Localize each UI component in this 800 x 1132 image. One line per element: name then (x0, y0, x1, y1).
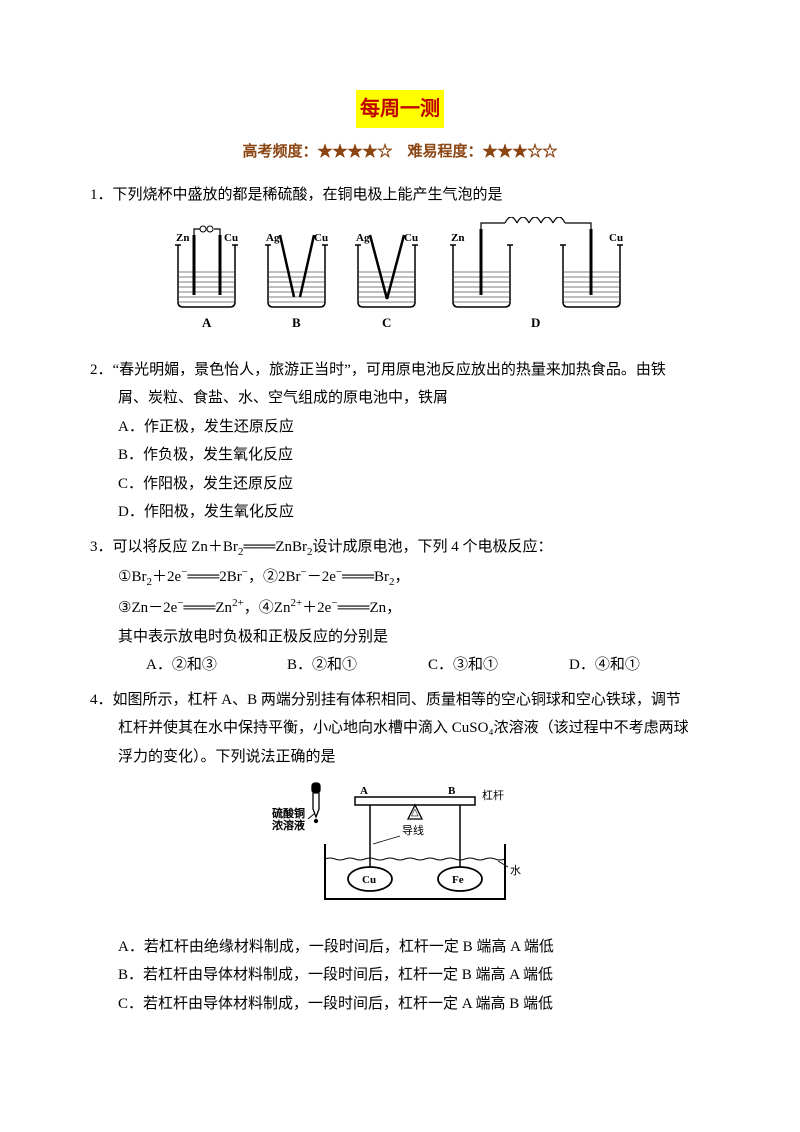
q3-f2: Zn (215, 600, 232, 616)
q2-l1: 2．“春光明媚，景色怡人，旅游正当时”，可用原电池反应放出的热量来加热食品。由铁 (90, 356, 710, 385)
q3-opt-b: B．②和① (287, 651, 428, 680)
question-1: 1．下列烧杯中盛放的都是稀硫酸，在铜电极上能产生气泡的是 (90, 181, 710, 348)
q3-opt-c: C．③和① (428, 651, 569, 680)
q3-e6: Br (374, 569, 389, 585)
q3-opt-d: D．④和① (569, 651, 710, 680)
q2-l2: 屑、炭粒、食盐、水、空气组成的原电池中，铁屑 (90, 384, 710, 413)
lever-icon: 硫酸铜 浓溶液 A B 杠杆 △ 导线 水 (270, 779, 530, 914)
q3-e3: 2Br (219, 569, 242, 585)
q1-text: 1．下列烧杯中盛放的都是稀硫酸，在铜电极上能产生气泡的是 (90, 181, 710, 210)
q4-l1: 4．如图所示，杠杆 A、B 两端分别挂有体积相同、质量相等的空心铜球和空心铁球，… (90, 686, 710, 715)
q1-body: 下列烧杯中盛放的都是稀硫酸，在铜电极上能产生气泡的是 (113, 187, 503, 203)
svg-text:水: 水 (510, 864, 521, 877)
q2-num: 2． (90, 362, 113, 378)
q4-opt-c: C．若杠杆由导体材料制成，一段时间后，杠杆一定 A 端高 B 端低 (90, 990, 710, 1019)
subtitle-p1: 高考频度： (242, 144, 317, 160)
subtitle: 高考频度：★★★★☆ 难易程度：★★★☆☆ (90, 138, 710, 167)
page: 每周一测 高考频度：★★★★☆ 难易程度：★★★☆☆ 1．下列烧杯中盛放的都是稀… (0, 0, 800, 1132)
q1-num: 1． (90, 187, 113, 203)
svg-text:导线: 导线 (402, 823, 424, 837)
q3-t3: 设计成原电池，下列 4 个电极反应： (313, 539, 553, 555)
q3-opt-a: A．②和③ (146, 651, 287, 680)
svg-text:Fe: Fe (452, 874, 464, 886)
question-2: 2．“春光明媚，景色怡人，旅游正当时”，可用原电池反应放出的热量来加热食品。由铁… (90, 356, 710, 527)
svg-text:△: △ (411, 807, 419, 818)
q4-figure: 硫酸铜 浓溶液 A B 杠杆 △ 导线 水 (90, 779, 710, 925)
svg-text:浓溶液: 浓溶液 (272, 818, 306, 832)
svg-text:硫酸铜: 硫酸铜 (272, 806, 305, 820)
q3-e2: ＋2e (152, 569, 181, 585)
q3-l3: 其中表示放电时负极和正极反应的分别是 (90, 623, 710, 652)
q3-f5: Zn， (369, 600, 401, 616)
svg-text:Cu: Cu (362, 874, 376, 886)
q3-t1: 可以将反应 Zn＋Br (113, 539, 238, 555)
q3-l1: 3．可以将反应 Zn＋Br2═══ZnBr2设计成原电池，下列 4 个电极反应： (90, 533, 710, 563)
svg-text:杠杆: 杠杆 (482, 788, 504, 802)
q2-opt-d: D．作阳极，发生氧化反应 (90, 498, 710, 527)
svg-text:C: C (382, 315, 391, 330)
svg-text:D: D (531, 315, 540, 330)
q3-e7: ， (394, 569, 409, 585)
q3-f4: ＋2e (302, 600, 331, 616)
q3-e4: ，②2Br (248, 569, 301, 585)
q3-eq1: ①Br2＋2e−═══2Br−，②2Br−－2e−═══Br2， (90, 562, 710, 593)
svg-text:B: B (448, 785, 456, 797)
svg-text:A: A (360, 785, 368, 797)
title-wrap: 每周一测 (90, 90, 710, 128)
svg-text:Ag: Ag (356, 232, 370, 244)
q3-opts: A．②和③ B．②和① C．③和① D．④和① (90, 651, 710, 680)
q3-t2: ZnBr (275, 539, 307, 555)
subtitle-s1: ★★★★☆ (317, 144, 392, 160)
svg-text:Cu: Cu (314, 232, 328, 244)
svg-text:Cu: Cu (224, 232, 238, 244)
q3-f3: ，④Zn (244, 600, 291, 616)
q2-opt-b: B．作负极，发生氧化反应 (90, 441, 710, 470)
q3-f1: ③Zn－2e (118, 600, 177, 616)
svg-text:Cu: Cu (404, 232, 418, 244)
svg-text:Zn: Zn (451, 232, 464, 244)
svg-text:Zn: Zn (176, 232, 189, 244)
svg-text:Ag: Ag (266, 232, 280, 244)
q4-opt-b: B．若杠杆由导体材料制成，一段时间后，杠杆一定 B 端高 A 端低 (90, 961, 710, 990)
q3-e5: －2e (307, 569, 336, 585)
q2-opt-c: C．作阳极，发生还原反应 (90, 470, 710, 499)
question-3: 3．可以将反应 Zn＋Br2═══ZnBr2设计成原电池，下列 4 个电极反应：… (90, 533, 710, 680)
q4-l3: 浮力的变化）。下列说法正确的是 (90, 743, 710, 772)
q2-l1-text: “春光明媚，景色怡人，旅游正当时”，可用原电池反应放出的热量来加热食品。由铁 (113, 362, 666, 378)
q1-figure: Zn Cu A Ag Cu B (90, 217, 710, 348)
q3-num: 3． (90, 539, 113, 555)
q4-l1-text: 如图所示，杠杆 A、B 两端分别挂有体积相同、质量相等的空心铜球和空心铁球，调节 (113, 692, 681, 708)
subtitle-p2: 难易程度： (408, 144, 483, 160)
svg-text:B: B (292, 315, 301, 330)
q2-opt-a: A．作正极，发生还原反应 (90, 413, 710, 442)
question-4: 4．如图所示，杠杆 A、B 两端分别挂有体积相同、质量相等的空心铜球和空心铁球，… (90, 686, 710, 1019)
svg-text:A: A (202, 315, 212, 330)
q3-eq2: ③Zn－2e−═══Zn2+，④Zn2+＋2e−═══Zn， (90, 593, 710, 623)
title: 每周一测 (356, 90, 444, 128)
svg-text:Cu: Cu (609, 232, 623, 244)
q4-l2: 杠杆并使其在水中保持平衡，小心地向水槽中滴入 CuSO₄浓溶液（该过程中不考虑两… (90, 714, 710, 743)
q3-e1: ①Br (118, 569, 146, 585)
q4-num: 4． (90, 692, 113, 708)
subtitle-s2: ★★★☆☆ (483, 144, 558, 160)
beakers-icon: Zn Cu A Ag Cu B (160, 217, 640, 337)
q4-opt-a: A．若杠杆由绝缘材料制成，一段时间后，杠杆一定 B 端高 A 端低 (90, 933, 710, 962)
